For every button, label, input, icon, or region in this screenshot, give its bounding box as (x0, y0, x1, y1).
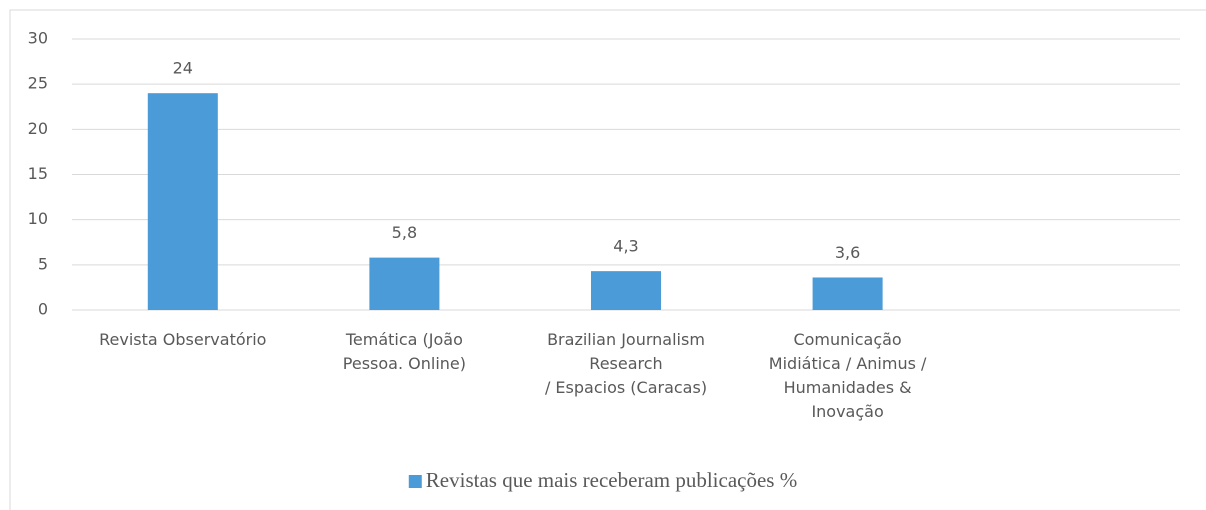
y-tick-label: 20 (28, 119, 48, 138)
y-tick-label: 10 (28, 209, 48, 228)
data-label: 3,6 (835, 243, 860, 262)
data-label: 5,8 (392, 223, 417, 242)
bar (369, 257, 440, 310)
bar (812, 277, 883, 310)
legend-text: Revistas que mais receberam publicações … (426, 468, 797, 492)
chart-border (9, 9, 1206, 510)
x-tick-label: Revista Observatório (99, 330, 267, 349)
x-tick-label: Temática (João Pessoa. Online) (342, 330, 466, 373)
data-label: 4,3 (613, 237, 638, 256)
y-tick-label: 30 (28, 29, 48, 48)
bar (147, 93, 218, 310)
x-tick-label: Comunicação Midiática / Animus / Humanid… (768, 330, 927, 421)
x-tick-label: Brazilian Journalism Research / Espacios… (544, 330, 708, 397)
y-tick-label: 0 (38, 300, 48, 319)
bar (590, 271, 662, 310)
data-label: 24 (173, 59, 193, 78)
y-tick-label: 5 (38, 254, 48, 273)
y-tick-label: 25 (28, 74, 48, 93)
legend-swatch (408, 475, 422, 488)
y-tick-label: 15 (28, 164, 48, 183)
